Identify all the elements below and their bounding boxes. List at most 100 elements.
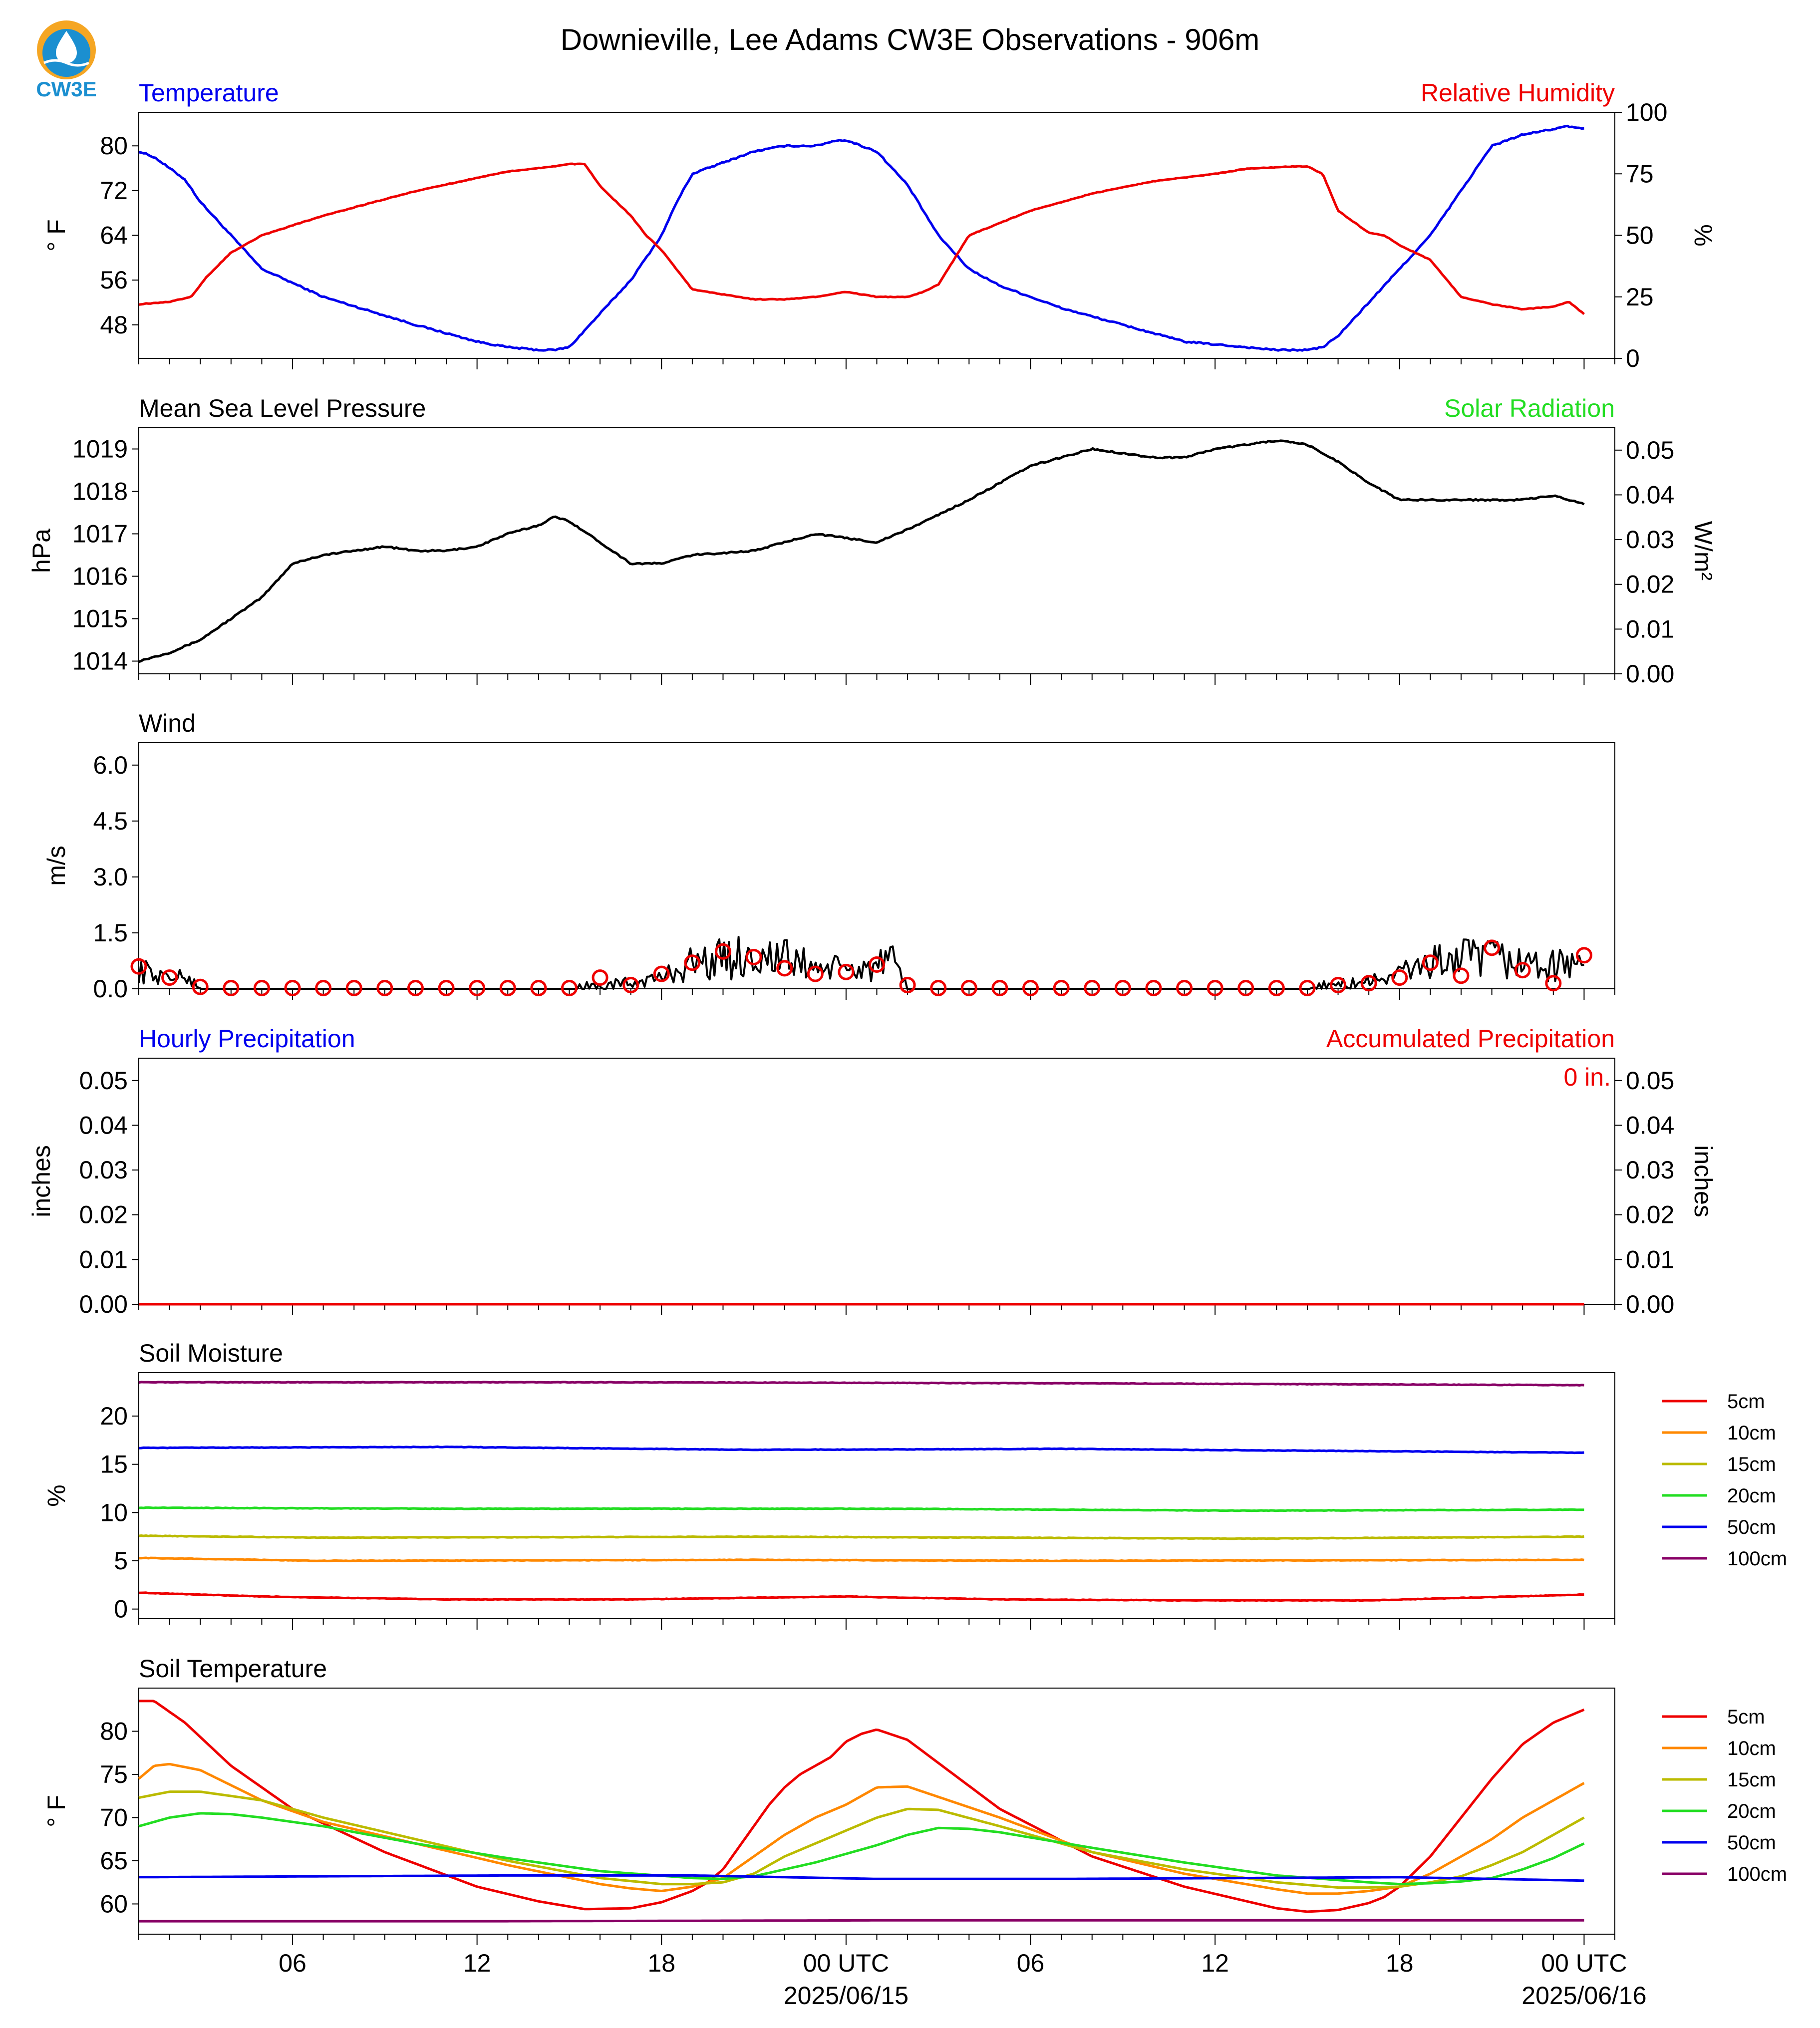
gust-marker <box>930 980 947 997</box>
water-drop-icon <box>56 31 77 63</box>
series-line-5cm <box>139 1700 1585 1913</box>
panel-title-right: Solar Radiation <box>1444 394 1615 422</box>
series-line-100cm <box>139 1919 1584 1923</box>
figure-title: Downieville, Lee Adams CW3E Observations… <box>561 23 1260 56</box>
gust-marker <box>1022 980 1039 997</box>
series-line-50cm <box>139 1874 1584 1882</box>
gust-marker <box>1299 980 1316 997</box>
gust-marker <box>345 980 362 997</box>
y-right-tick-label: 100 <box>1626 98 1667 126</box>
series-line-pressure <box>138 439 1585 663</box>
gust-marker <box>807 965 824 982</box>
panel-wind: Wind 0.0 1.5 3.0 4.5 6.0 m/s <box>42 709 1615 1003</box>
y-tick-label: 56 <box>100 266 128 294</box>
y-tick-label: 0.04 <box>79 1111 128 1139</box>
x-date-label: 2025/06/16 <box>1521 1982 1646 2010</box>
gust-marker <box>1114 980 1131 997</box>
gust-marker <box>161 969 178 986</box>
gust-marker <box>438 980 455 997</box>
gust-marker <box>1575 947 1592 964</box>
y-axis-label: % <box>42 1484 70 1506</box>
y-right-axis-label: inches <box>1689 1145 1717 1217</box>
gust-marker <box>1391 969 1408 986</box>
panel-temperature: Temperature Relative Humidity 48 56 64 72 80 0 2… <box>42 79 1717 372</box>
legend-label: 50cm <box>1727 1516 1776 1538</box>
y-tick-label: 1017 <box>72 520 128 548</box>
y-right-tick-label: 0.03 <box>1626 1156 1674 1184</box>
gust-marker <box>376 980 393 997</box>
gust-marker <box>469 980 486 997</box>
series-line-temperature <box>138 124 1584 352</box>
y-tick-label: 1018 <box>72 478 128 506</box>
y-tick-label: 70 <box>100 1803 128 1831</box>
y-right-tick-label: 0.02 <box>1626 571 1674 598</box>
gust-marker <box>899 977 916 994</box>
series-line-20cm <box>138 1812 1585 1886</box>
gust-marker <box>315 980 332 997</box>
panel-title-left: Temperature <box>139 79 279 107</box>
x-tick-label: 18 <box>647 1949 675 1977</box>
gust-marker <box>1330 977 1347 994</box>
y-tick-label: 5 <box>114 1547 128 1575</box>
legend-label: 20cm <box>1727 1485 1776 1507</box>
legend-label: 5cm <box>1727 1706 1765 1728</box>
series-line-5cm <box>138 1591 1584 1602</box>
x-tick-label: 12 <box>1201 1949 1229 1977</box>
gust-marker <box>1484 939 1501 956</box>
y-tick-label: 3.0 <box>93 863 128 891</box>
y-tick-label: 1014 <box>72 647 128 675</box>
panel-pressure: Mean Sea Level Pressure Solar Radiation 10… <box>27 394 1717 688</box>
x-tick-label: 06 <box>279 1949 306 1977</box>
gust-marker <box>622 977 639 994</box>
series-line-50cm <box>138 1445 1584 1454</box>
gust-marker <box>714 943 731 960</box>
y-tick-label: 75 <box>100 1760 128 1788</box>
y-tick-label: 10 <box>100 1498 128 1526</box>
panel-title-right: Relative Humidity <box>1421 79 1615 107</box>
gust-marker <box>253 980 270 997</box>
legend-label: 100cm <box>1727 1548 1787 1570</box>
panels: Temperature Relative Humidity 48 56 64 72 80 0 2… <box>27 79 1787 2010</box>
y-tick-label: 0.02 <box>79 1201 128 1229</box>
panel-precip: Hourly Precipitation Accumulated Precipit… <box>27 1025 1717 1318</box>
gust-marker <box>653 965 670 982</box>
y-tick-label: 0.03 <box>79 1156 128 1184</box>
gust-marker <box>192 978 209 995</box>
gust-marker <box>561 980 578 997</box>
gust-marker <box>499 980 516 997</box>
gust-marker <box>745 949 762 966</box>
panel-title-left: Wind <box>139 709 196 737</box>
cw3e-logo: CW3E <box>36 20 97 101</box>
gust-marker <box>776 960 793 977</box>
gust-marker <box>1053 980 1070 997</box>
y-right-tick-label: 0.02 <box>1626 1201 1674 1229</box>
series-line-relative-humidity <box>138 162 1585 315</box>
y-tick-label: 1016 <box>72 563 128 590</box>
y-axis-label: m/s <box>42 846 70 886</box>
y-tick-label: 1019 <box>72 435 128 463</box>
gust-marker <box>684 954 701 971</box>
x-tick-label: 18 <box>1386 1949 1414 1977</box>
series-line-10cm <box>139 1556 1584 1562</box>
y-tick-label: 65 <box>100 1847 128 1875</box>
logo-wave-icon <box>43 59 90 67</box>
y-tick-label: 15 <box>100 1450 128 1478</box>
gust-marker <box>1514 962 1531 979</box>
panel-title-left: Soil Moisture <box>139 1339 283 1367</box>
y-right-tick-label: 0 <box>1626 344 1640 372</box>
panel-title-right: Accumulated Precipitation <box>1326 1025 1615 1053</box>
panel-soil_moisture: Soil Moisture 0 5 10 15 20% 5cm 10cm 15cm 20cm 50c… <box>42 1339 1787 1630</box>
gust-marker <box>1145 980 1162 997</box>
series-line-20cm <box>138 1506 1584 1512</box>
y-tick-label: 20 <box>100 1402 128 1430</box>
logo-text: CW3E <box>36 77 96 101</box>
y-axis-label: inches <box>27 1145 55 1217</box>
y-tick-label: 48 <box>100 311 128 339</box>
accumulated-precip-value: 0 in. <box>1563 1063 1611 1091</box>
gust-marker <box>530 980 547 997</box>
gust-marker <box>1453 967 1470 984</box>
y-tick-label: 6.0 <box>93 751 128 779</box>
y-right-tick-label: 0.04 <box>1626 1111 1674 1139</box>
